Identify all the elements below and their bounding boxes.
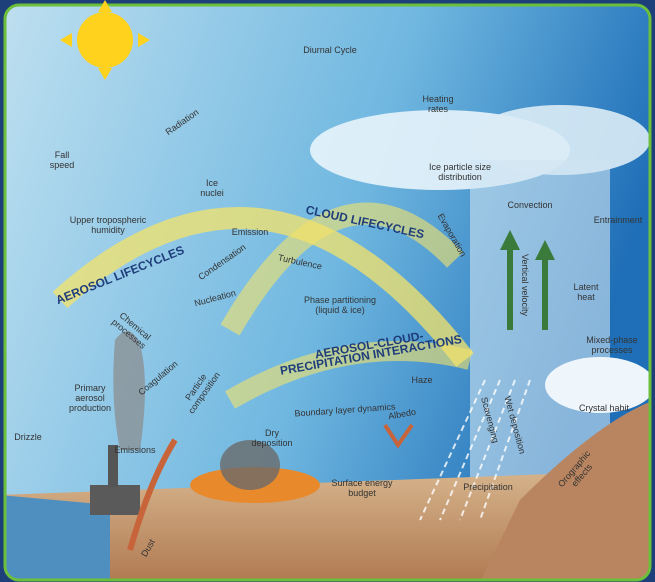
label: Dry deposition: [251, 428, 293, 448]
label: Entrainment: [593, 215, 643, 225]
label: Diurnal Cycle: [303, 45, 357, 55]
label: Drizzle: [14, 432, 42, 442]
label: Heating rates: [422, 94, 454, 114]
label: Primary aerosol production: [68, 383, 112, 413]
label: Surface energy budget: [331, 478, 393, 498]
label: Fall speed: [49, 150, 75, 170]
label: Mixed-phase processes: [586, 335, 638, 355]
label: Precipitation: [463, 482, 513, 492]
label: Haze: [411, 375, 433, 385]
label: Crystal habit: [578, 403, 630, 413]
label: Latent heat: [573, 282, 599, 302]
label: Ice nuclei: [200, 178, 224, 198]
sun: [60, 0, 150, 80]
label: Upper tropospheric humidity: [69, 215, 147, 235]
label: Phase partitioning (liquid & ice): [303, 295, 377, 315]
label: Ice particle size distribution: [428, 162, 492, 182]
label: Vertical velocity: [520, 253, 530, 317]
label: Emissions: [114, 445, 156, 455]
label: Convection: [507, 200, 553, 210]
label: Emission: [231, 227, 269, 237]
